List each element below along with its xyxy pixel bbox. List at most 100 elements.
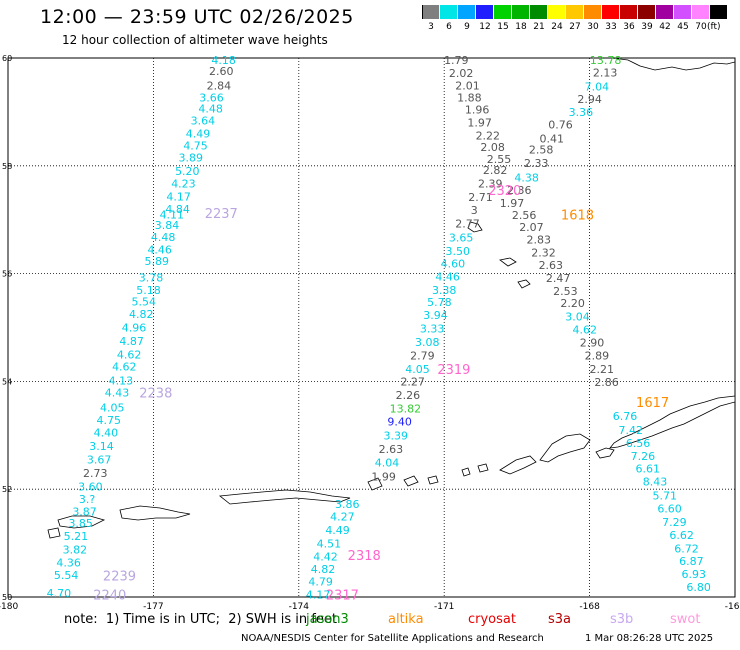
wave-height-value: 6.80 <box>686 581 711 594</box>
wave-height-value: 4.70 <box>47 587 72 600</box>
wave-height-value: 0.41 <box>540 132 565 145</box>
legend-label: 36 <box>623 22 635 32</box>
wave-height-value: 6.72 <box>674 542 699 555</box>
pass-time-label: 2318 <box>348 549 381 564</box>
wave-height-value: 2.60 <box>209 65 234 78</box>
lat-tick-label: 52 <box>2 485 12 494</box>
legend-swatch <box>566 5 584 19</box>
wave-height-value: 2.79 <box>410 350 435 363</box>
pass-time-label: 2319 <box>437 363 470 378</box>
wave-height-value: 4.49 <box>325 524 350 537</box>
wave-height-value: 3.50 <box>446 245 471 258</box>
wave-height-value: 2.39 <box>478 178 503 191</box>
wave-height-value: 8.43 <box>643 476 668 489</box>
wave-height-value: 6.61 <box>636 463 661 476</box>
wave-height-value: 5.54 <box>131 296 156 309</box>
wave-height-value: 6.87 <box>679 555 704 568</box>
wave-height-value: 3.39 <box>383 429 408 442</box>
wave-height-value: 3 <box>471 204 478 217</box>
wave-height-value: 1.99 <box>371 470 396 483</box>
footnote: note: 1) Time is in UTC; 2) SWH is in fe… <box>64 612 337 627</box>
legend-swatch <box>422 5 440 19</box>
footer-organization: NOAA/NESDIS Center for Satellite Applica… <box>241 633 544 644</box>
legend-swatch <box>548 5 566 19</box>
legend-swatch <box>656 5 674 19</box>
wave-height-value: 4.42 <box>313 551 338 564</box>
lon-tick-label: -168 <box>579 602 600 612</box>
wave-height-value: 5.89 <box>145 255 170 268</box>
legend-unit: (ft) <box>707 22 721 32</box>
legend-swatch <box>620 5 638 19</box>
legend-label: 24 <box>551 22 563 32</box>
wave-height-value: 2.33 <box>524 157 549 170</box>
pass-time-label: 2317 <box>326 588 359 603</box>
wave-height-value: 3.14 <box>89 440 114 453</box>
legend-swatch <box>638 5 656 19</box>
lat-lon-grid <box>7 57 736 598</box>
wave-height-value: 2.55 <box>487 153 512 166</box>
pass-time-label: 2320 <box>488 184 521 199</box>
wave-height-value: 2.08 <box>480 141 505 154</box>
wave-height-value: 3.78 <box>139 271 164 284</box>
wave-height-value: 3.36 <box>569 106 594 119</box>
wave-height-value: 2.63 <box>539 259 564 272</box>
wave-height-value: 4.46 <box>435 270 460 283</box>
satellite-name-s3a: s3a <box>548 612 572 627</box>
legend-label: 27 <box>569 22 581 32</box>
st-george-island <box>517 279 531 289</box>
wave-height-value: 2.56 <box>512 209 537 222</box>
islands-of-four-mountains <box>461 463 489 477</box>
coastline <box>47 57 736 539</box>
legend-swatch <box>692 5 710 19</box>
wave-height-value: 2.32 <box>531 247 556 260</box>
legend-swatch <box>602 5 620 19</box>
wave-height-value: 4.17 <box>166 191 191 204</box>
wave-height-value: 1.88 <box>457 91 482 104</box>
pass-time-label: 1617 <box>636 396 669 411</box>
wave-height-value: 4.17 <box>306 588 331 601</box>
wave-height-value: 5.78 <box>427 296 452 309</box>
legend-swatch <box>674 5 692 19</box>
legend-label: 39 <box>641 22 653 32</box>
lat-tick-label: 56 <box>2 270 12 279</box>
wave-height-value: 4.49 <box>186 127 211 140</box>
pass-time-label: 2240 <box>93 588 126 603</box>
wave-height-value: 4.18 <box>211 54 236 67</box>
wave-height-value: 5.20 <box>175 165 200 178</box>
st-matthew-island <box>467 221 483 233</box>
pass-time-label: 2237 <box>205 207 238 222</box>
wave-height-value: 4.79 <box>308 575 333 588</box>
wave-height-value: 2.27 <box>400 375 425 388</box>
unimak-island <box>595 447 615 459</box>
wave-height-value: 3.87 <box>72 505 97 518</box>
lon-tick-label: -174 <box>289 602 310 612</box>
amlia-atka-islands <box>367 475 439 491</box>
legend-label: 70 <box>695 22 707 32</box>
legend-label: 45 <box>677 22 689 32</box>
wave-height-value: 4.11 <box>160 208 185 221</box>
wave-height-value: 2.90 <box>580 337 605 350</box>
wave-height-value: 2.58 <box>529 144 554 157</box>
satellite-name-s3b: s3b <box>610 612 634 627</box>
wave-height-value: 2.77 <box>455 217 480 230</box>
alaska-mainland-coast <box>611 57 736 71</box>
wave-height-value: 3.82 <box>63 544 88 557</box>
wave-height-value: 3.89 <box>178 152 203 165</box>
pass-time-label: 1618 <box>561 208 594 223</box>
lat-tick-label: 60 <box>2 54 12 63</box>
wave-height-value: 2.63 <box>379 443 404 456</box>
legend-label: 18 <box>515 22 527 32</box>
wave-height-value: 3.86 <box>335 498 360 511</box>
wave-height-value: 1.79 <box>444 54 469 67</box>
unalaska-island <box>539 433 591 463</box>
legend-label: 15 <box>497 22 509 32</box>
legend-swatch <box>476 5 494 19</box>
wave-height-value: 4.87 <box>119 335 144 348</box>
map-title: 12:00 — 23:59 UTC 02/26/2025 <box>40 6 354 28</box>
wave-height-value: 4.51 <box>317 538 342 551</box>
wave-height-value: 6.93 <box>682 568 707 581</box>
wave-height-value: 4.23 <box>171 178 196 191</box>
lon-tick-label: -180 <box>0 602 18 612</box>
wave-height-value: 2.47 <box>546 272 571 285</box>
